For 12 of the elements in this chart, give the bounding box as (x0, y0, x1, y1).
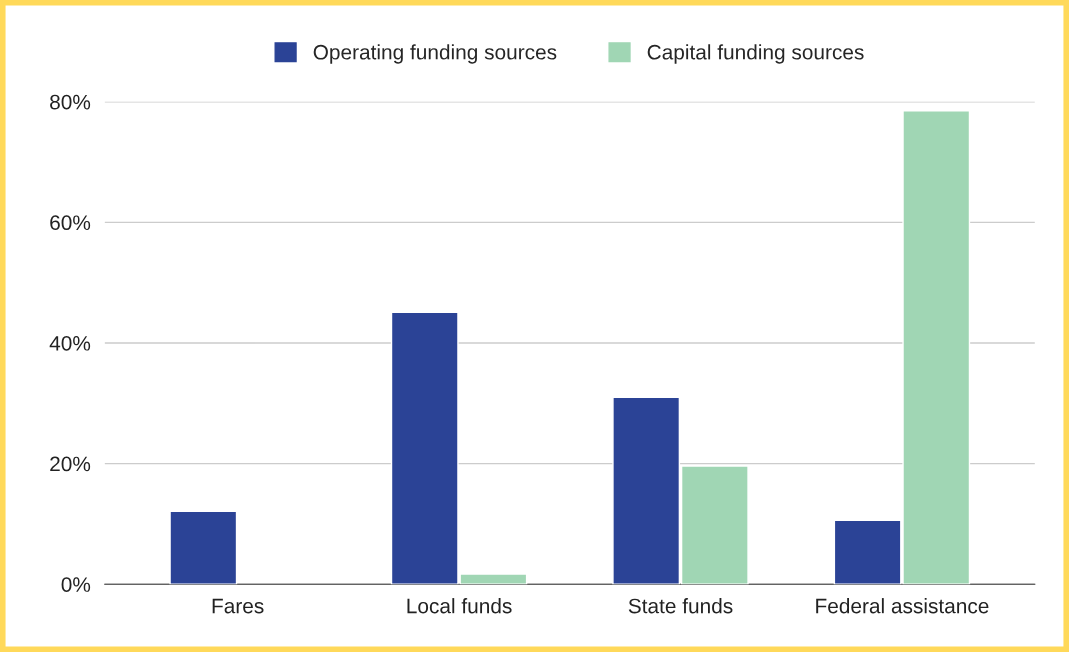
y-tick-label: 80% (50, 94, 91, 110)
x-tick-label: Fares (212, 598, 264, 614)
y-tick-label: 60% (50, 215, 91, 231)
legend-label: Operating funding sources (313, 44, 557, 64)
y-tick-label: 20% (50, 456, 91, 472)
x-tick-label: State funds (628, 598, 733, 614)
bar (169, 510, 238, 585)
x-tick-label: Federal assistance (816, 598, 989, 614)
legend-label: Capital funding sources (647, 44, 864, 64)
y-tick-label: 40% (49, 335, 91, 351)
x-tick-label: Local funds (407, 598, 512, 614)
y-tick-label: 0% (61, 577, 91, 592)
